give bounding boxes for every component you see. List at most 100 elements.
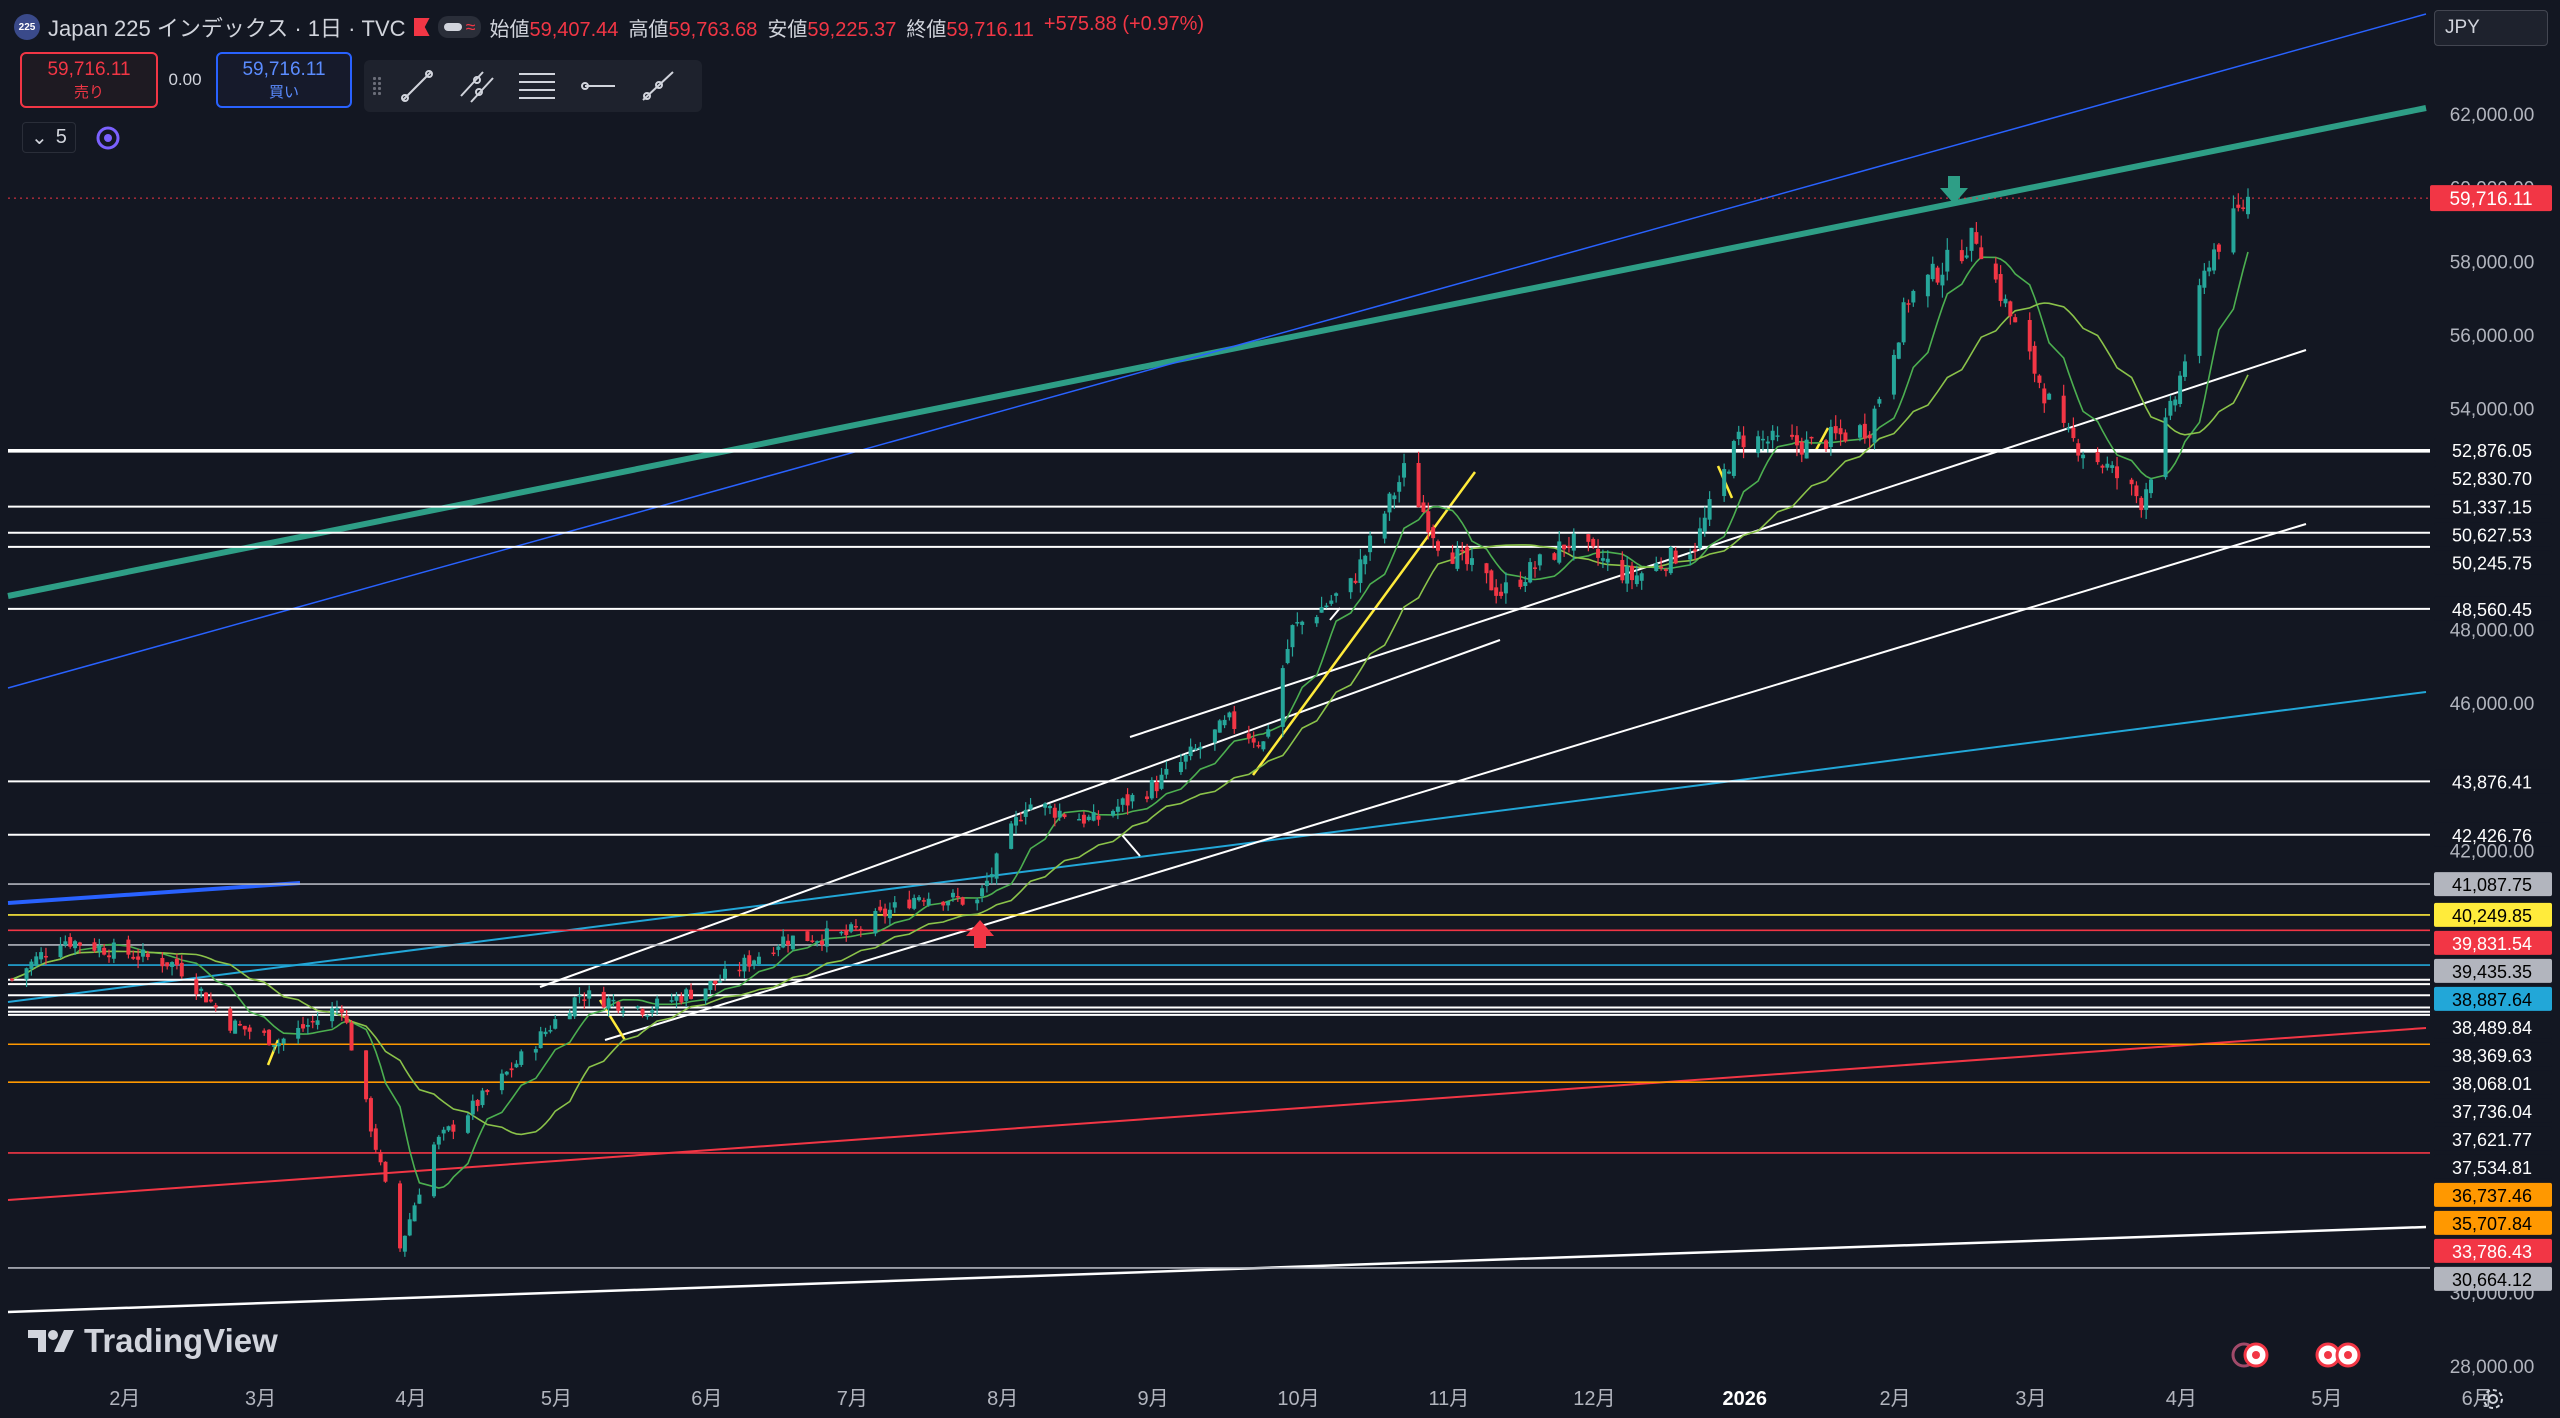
candle-body <box>718 981 723 983</box>
candle-body <box>674 995 679 1001</box>
indicators-toggle[interactable]: ⌄ 5 <box>22 122 76 153</box>
candle-body <box>344 1015 349 1023</box>
candle-body <box>1964 255 1969 258</box>
down-arrow-marker[interactable] <box>1940 176 1968 204</box>
candle-body <box>1974 232 1979 244</box>
tradingview-logo: TradingView <box>26 1322 278 1360</box>
candle-body <box>1935 267 1940 283</box>
cyan-trendline[interactable] <box>7 691 2427 1003</box>
white-trendline-upper-left[interactable] <box>539 639 1501 988</box>
candle-body <box>237 1023 242 1026</box>
time-tick-3: 5月 <box>541 1388 572 1410</box>
blue-short-line[interactable] <box>7 881 301 905</box>
candle-body <box>2047 393 2052 400</box>
spread-value: 0.00 <box>168 70 202 89</box>
candle-body <box>878 906 883 911</box>
candle-body <box>1130 794 1135 802</box>
candle-body <box>883 908 888 917</box>
fib-retracement-icon[interactable] <box>512 66 562 106</box>
candle-body <box>1557 541 1562 563</box>
level-label-9: 40,249.85 <box>2452 906 2532 926</box>
candle-body <box>1727 471 1732 474</box>
candle-body <box>621 1010 626 1013</box>
level-tag-13 <box>2434 1014 2552 1039</box>
candle-body <box>368 1098 373 1132</box>
time-axis[interactable]: 2月 3月 4月 5月 6月 7月 8月 9月 10月 11月 12月 2026 2月 3月 4月 5月 6月 <box>109 1388 2493 1410</box>
blue-long-trendline[interactable] <box>7 13 2427 689</box>
candle-body <box>1790 434 1795 437</box>
low-label: 安値 <box>767 18 808 41</box>
ray-icon[interactable] <box>632 66 682 106</box>
trend-line-icon[interactable] <box>392 66 442 106</box>
candle-body <box>267 1029 272 1046</box>
candle-body <box>1872 408 1877 443</box>
candle-body <box>383 1161 388 1182</box>
horizontal-ray-icon[interactable] <box>572 66 622 106</box>
candle-body <box>2216 244 2221 252</box>
replay-markers[interactable] <box>2231 1342 2361 1368</box>
candle-body <box>1319 607 1324 613</box>
buy-button[interactable]: 59,716.11 買い <box>216 52 352 108</box>
time-tick-6: 8月 <box>987 1388 1018 1410</box>
flag-icon[interactable] <box>413 18 430 36</box>
level-tag-3 <box>2434 522 2552 547</box>
candle-body <box>858 928 863 931</box>
close-label: 終値 <box>906 18 947 41</box>
candle-body <box>310 1020 315 1023</box>
symbol-badge[interactable]: 225 <box>14 14 40 40</box>
level-label-18: 37,534.81 <box>2452 1158 2532 1178</box>
candle-body <box>1998 274 2003 301</box>
candle-body <box>689 989 694 999</box>
candle-body <box>407 1219 412 1236</box>
white-mark-2 <box>1329 607 1341 621</box>
price-axis[interactable]: 52,876.05 52,830.70 51,337.15 50,627.53 50,2… <box>2430 105 2552 1378</box>
level-label-7: 42,426.76 <box>2452 826 2532 846</box>
candle-body <box>1285 649 1290 664</box>
candle-body <box>373 1128 378 1150</box>
symbol-title[interactable]: Japan 225 インデックス · 1日 · TVC <box>48 16 406 41</box>
drag-handle-icon[interactable] <box>372 76 382 96</box>
last-price-label: 59,716.11 <box>2449 189 2532 210</box>
yellow-trendline[interactable] <box>1251 471 1477 776</box>
candle-body <box>1125 794 1130 806</box>
level-label-13: 38,489.84 <box>2452 1018 2532 1038</box>
up-arrow-marker[interactable] <box>966 920 994 948</box>
sell-button[interactable]: 59,716.11 売り <box>20 52 158 108</box>
candle-body <box>1591 539 1596 547</box>
candle-body <box>980 888 985 897</box>
visibility-toggle[interactable]: ≈ <box>437 16 482 38</box>
candle-body <box>655 998 660 1009</box>
candle-body <box>2066 427 2071 430</box>
candle-body <box>126 939 131 955</box>
candle-body <box>572 997 577 1017</box>
candle-body <box>1062 814 1067 818</box>
level-label-8: 41,087.75 <box>2452 875 2532 895</box>
level-tag-1 <box>2434 465 2552 490</box>
white-base-trendline[interactable] <box>7 1225 2427 1314</box>
candle-body <box>417 1194 422 1204</box>
candle-body <box>1251 738 1256 743</box>
currency-select[interactable]: JPY <box>2434 10 2548 46</box>
gear-icon[interactable] <box>2480 1386 2506 1412</box>
candle-body <box>1266 729 1271 737</box>
channel-upper-line[interactable] <box>7 105 2427 599</box>
candle-body <box>1358 559 1363 583</box>
candle-body <box>242 1025 247 1030</box>
candle-body <box>926 898 931 906</box>
candle-body <box>2231 208 2236 253</box>
candle-body <box>1489 570 1494 591</box>
white-trendline-upper[interactable] <box>1129 349 2307 738</box>
red-trendline[interactable] <box>7 1027 2427 1201</box>
parallel-channel-icon[interactable] <box>452 66 502 106</box>
level-tag-7 <box>2434 822 2552 847</box>
candle-body <box>887 909 892 919</box>
candle-body <box>1392 495 1397 500</box>
plot-area[interactable] <box>0 0 2430 1380</box>
candle-body <box>1634 575 1639 585</box>
loading-icon[interactable] <box>94 124 122 152</box>
level-tag-9 <box>2434 902 2552 927</box>
time-tick-5: 7月 <box>837 1388 868 1410</box>
yellow-mark-4 <box>1813 427 1830 453</box>
candle-body <box>1562 544 1567 550</box>
